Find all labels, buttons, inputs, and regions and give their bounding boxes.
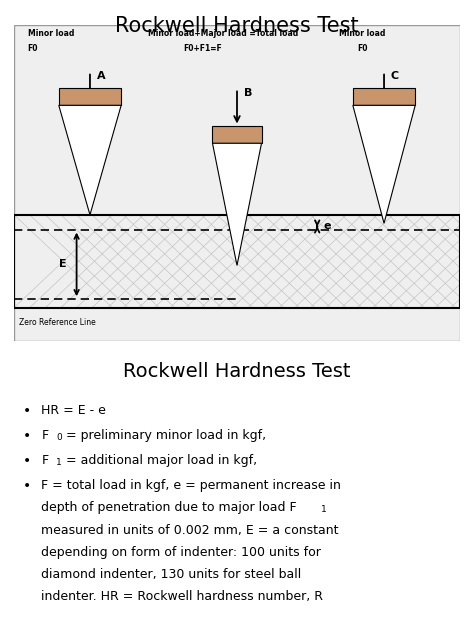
- Polygon shape: [212, 143, 262, 265]
- Text: F0+F1=F: F0+F1=F: [183, 44, 222, 53]
- Text: 1: 1: [321, 506, 327, 514]
- Bar: [59, 88, 121, 106]
- Text: F: F: [41, 454, 48, 467]
- Text: indenter. HR = Rockwell hardness number, R: indenter. HR = Rockwell hardness number,…: [41, 590, 323, 604]
- Text: = preliminary minor load in kgf,: = preliminary minor load in kgf,: [66, 429, 266, 442]
- Text: = additional major load in kgf,: = additional major load in kgf,: [66, 454, 257, 467]
- Text: F = total load in kgf, e = permanent increase in: F = total load in kgf, e = permanent inc…: [41, 479, 341, 492]
- Text: Zero Reference Line: Zero Reference Line: [18, 318, 95, 327]
- Text: Minor load: Minor load: [339, 30, 386, 39]
- Text: diamond indenter, 130 units for steel ball: diamond indenter, 130 units for steel ba…: [41, 568, 301, 581]
- Text: A: A: [97, 71, 105, 81]
- Text: C: C: [391, 71, 399, 81]
- Text: •: •: [23, 479, 31, 493]
- Text: depending on form of indenter: 100 units for: depending on form of indenter: 100 units…: [41, 546, 321, 559]
- Text: •: •: [23, 454, 31, 468]
- Text: •: •: [23, 429, 31, 443]
- Bar: [212, 126, 262, 143]
- Text: 0: 0: [56, 433, 62, 442]
- Text: HR = E - e: HR = E - e: [41, 404, 106, 417]
- Text: depth of penetration due to major load F: depth of penetration due to major load F: [41, 501, 297, 514]
- Text: E: E: [59, 259, 66, 269]
- Bar: [14, 215, 460, 308]
- Text: e: e: [324, 221, 331, 231]
- Text: Rockwell Hardness Test: Rockwell Hardness Test: [123, 362, 351, 381]
- Text: Minor load: Minor load: [27, 30, 74, 39]
- Text: F: F: [41, 429, 48, 442]
- Text: B: B: [244, 88, 252, 98]
- Polygon shape: [59, 106, 121, 215]
- Text: measured in units of 0.002 mm, E = a constant: measured in units of 0.002 mm, E = a con…: [41, 523, 339, 537]
- Text: Minor load+Major load =Total load: Minor load+Major load =Total load: [148, 30, 298, 39]
- Text: F0: F0: [27, 44, 38, 53]
- Text: 1: 1: [56, 458, 62, 467]
- Text: F0: F0: [357, 44, 368, 53]
- Text: Rockwell Hardness Test: Rockwell Hardness Test: [115, 16, 359, 36]
- Polygon shape: [353, 106, 415, 223]
- Bar: [353, 88, 415, 106]
- Text: •: •: [23, 404, 31, 418]
